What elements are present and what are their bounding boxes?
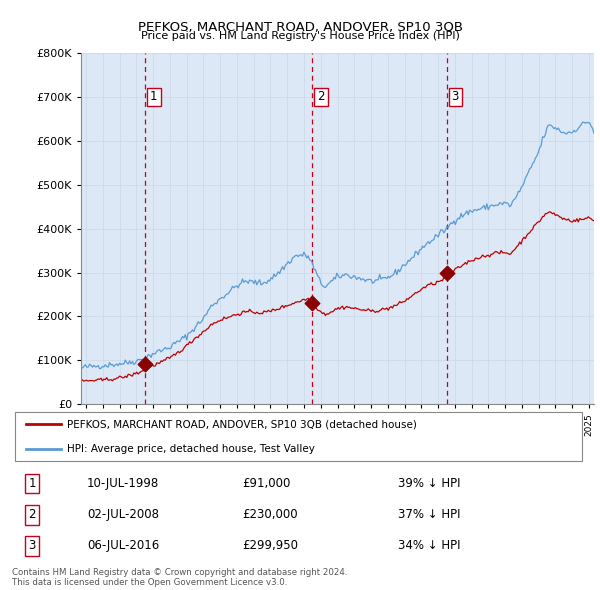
Text: £91,000: £91,000 xyxy=(242,477,291,490)
Text: 34% ↓ HPI: 34% ↓ HPI xyxy=(398,539,460,552)
Text: 10-JUL-1998: 10-JUL-1998 xyxy=(87,477,159,490)
Point xyxy=(140,359,150,369)
Text: HPI: Average price, detached house, Test Valley: HPI: Average price, detached house, Test… xyxy=(67,444,314,454)
Text: This data is licensed under the Open Government Licence v3.0.: This data is licensed under the Open Gov… xyxy=(12,578,287,587)
Text: 1: 1 xyxy=(150,90,158,103)
Text: 1: 1 xyxy=(28,477,36,490)
Point xyxy=(442,268,451,277)
Text: Contains HM Land Registry data © Crown copyright and database right 2024.: Contains HM Land Registry data © Crown c… xyxy=(12,568,347,576)
Text: 2: 2 xyxy=(317,90,325,103)
Text: PEFKOS, MARCHANT ROAD, ANDOVER, SP10 3QB (detached house): PEFKOS, MARCHANT ROAD, ANDOVER, SP10 3QB… xyxy=(67,419,416,430)
Text: PEFKOS, MARCHANT ROAD, ANDOVER, SP10 3QB: PEFKOS, MARCHANT ROAD, ANDOVER, SP10 3QB xyxy=(137,21,463,34)
Text: 3: 3 xyxy=(28,539,36,552)
Text: £299,950: £299,950 xyxy=(242,539,298,552)
Text: 02-JUL-2008: 02-JUL-2008 xyxy=(87,508,159,522)
Text: 39% ↓ HPI: 39% ↓ HPI xyxy=(398,477,460,490)
Text: £230,000: £230,000 xyxy=(242,508,298,522)
Point xyxy=(308,299,317,308)
FancyBboxPatch shape xyxy=(15,412,582,461)
Text: 06-JUL-2016: 06-JUL-2016 xyxy=(87,539,159,552)
Text: 37% ↓ HPI: 37% ↓ HPI xyxy=(398,508,460,522)
Text: Price paid vs. HM Land Registry's House Price Index (HPI): Price paid vs. HM Land Registry's House … xyxy=(140,31,460,41)
Text: 3: 3 xyxy=(452,90,459,103)
Text: 2: 2 xyxy=(28,508,36,522)
